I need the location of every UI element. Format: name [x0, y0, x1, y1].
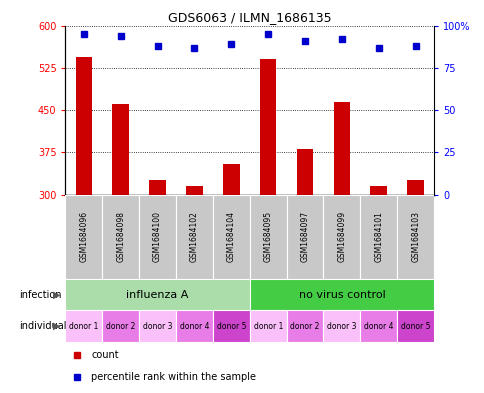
Bar: [139, 195, 176, 279]
Bar: [102, 310, 139, 342]
Text: donor 1: donor 1: [69, 322, 98, 331]
Bar: [102, 195, 139, 279]
Bar: [223, 163, 239, 195]
Text: donor 1: donor 1: [253, 322, 282, 331]
Bar: [65, 310, 102, 342]
Bar: [259, 59, 276, 195]
Bar: [112, 105, 129, 195]
Text: individual: individual: [19, 321, 67, 331]
Title: GDS6063 / ILMN_1686135: GDS6063 / ILMN_1686135: [167, 11, 331, 24]
Text: donor 3: donor 3: [143, 322, 172, 331]
Bar: [407, 180, 423, 195]
Text: percentile rank within the sample: percentile rank within the sample: [91, 372, 256, 382]
Bar: [396, 310, 433, 342]
Bar: [249, 279, 433, 310]
Text: donor 3: donor 3: [327, 322, 356, 331]
Text: donor 4: donor 4: [363, 322, 393, 331]
Bar: [212, 195, 249, 279]
Bar: [323, 195, 360, 279]
Text: donor 5: donor 5: [400, 322, 429, 331]
Text: count: count: [91, 349, 119, 360]
Bar: [176, 195, 212, 279]
Text: GSM1684098: GSM1684098: [116, 211, 125, 262]
Bar: [286, 310, 323, 342]
Bar: [249, 310, 286, 342]
Bar: [186, 186, 202, 195]
Text: GSM1684104: GSM1684104: [227, 211, 235, 262]
Bar: [212, 310, 249, 342]
Bar: [286, 195, 323, 279]
Text: GSM1684101: GSM1684101: [374, 211, 382, 262]
Bar: [76, 57, 92, 195]
Text: GSM1684095: GSM1684095: [263, 211, 272, 263]
Text: GSM1684102: GSM1684102: [190, 211, 198, 262]
Bar: [176, 310, 212, 342]
Bar: [370, 186, 386, 195]
Text: GSM1684099: GSM1684099: [337, 211, 346, 263]
Bar: [149, 180, 166, 195]
Bar: [65, 279, 249, 310]
Text: GSM1684096: GSM1684096: [79, 211, 88, 263]
Text: ▶: ▶: [53, 290, 60, 300]
Text: GSM1684100: GSM1684100: [153, 211, 162, 262]
Bar: [139, 310, 176, 342]
Text: influenza A: influenza A: [126, 290, 188, 300]
Text: donor 2: donor 2: [290, 322, 319, 331]
Bar: [396, 195, 433, 279]
Bar: [323, 310, 360, 342]
Bar: [360, 310, 396, 342]
Bar: [333, 101, 349, 195]
Text: infection: infection: [19, 290, 62, 300]
Text: ▶: ▶: [53, 321, 60, 331]
Bar: [360, 195, 396, 279]
Text: donor 5: donor 5: [216, 322, 245, 331]
Text: GSM1684097: GSM1684097: [300, 211, 309, 263]
Text: GSM1684103: GSM1684103: [410, 211, 419, 262]
Text: donor 4: donor 4: [180, 322, 209, 331]
Bar: [249, 195, 286, 279]
Bar: [65, 195, 102, 279]
Text: no virus control: no virus control: [298, 290, 384, 300]
Text: donor 2: donor 2: [106, 322, 135, 331]
Bar: [296, 149, 313, 195]
